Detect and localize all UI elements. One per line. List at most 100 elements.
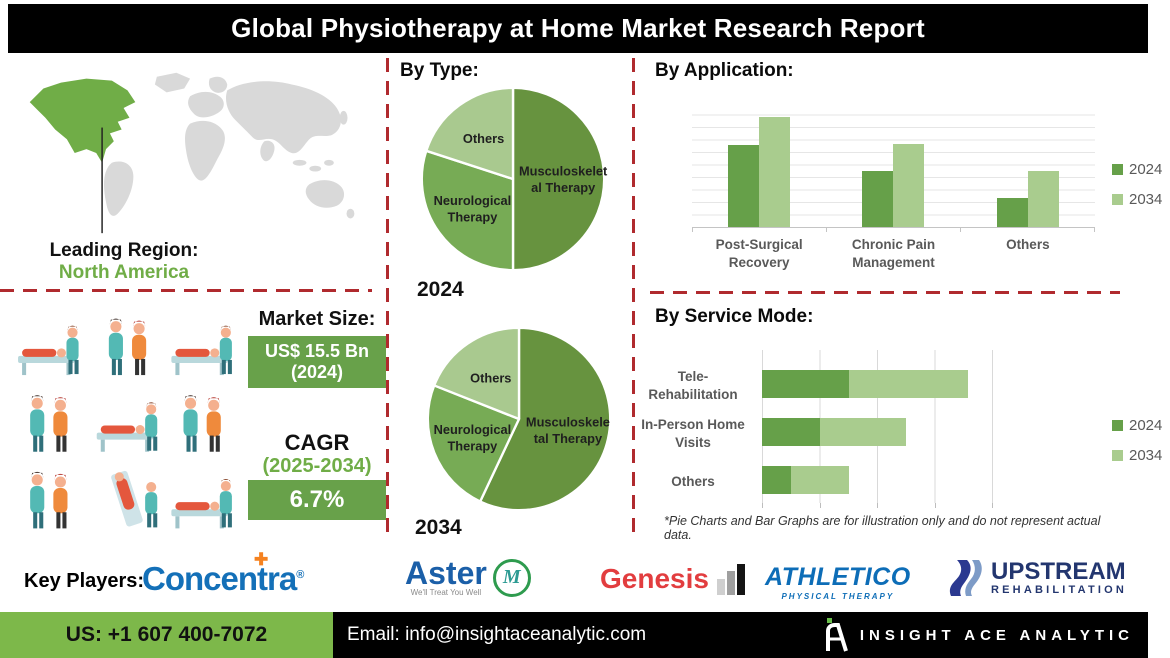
footer-brand-name: INSIGHT ACE ANALYTIC <box>859 626 1134 644</box>
bar-group-post-surgical-recovery <box>692 103 826 227</box>
application-category-labels: Post-Surgical Recovery Chronic Pain Managem… <box>692 236 1095 272</box>
footer-phone-block: US: +1 607 400-7072 <box>0 612 333 658</box>
segment-2024 <box>762 370 849 398</box>
pie-slice-neurological-therapy <box>426 384 521 503</box>
legend-label-2024: 2024 <box>1129 161 1163 178</box>
service-mode-axis-ticks <box>762 503 993 508</box>
logo-aster: Aster We'll Treat You Well M <box>405 555 531 597</box>
service-bar-in-person-home-visits <box>762 418 907 446</box>
dashed-divider-vertical-2 <box>632 58 635 538</box>
aster-emblem-icon: M <box>492 558 531 597</box>
service-category-label: Tele- Rehabilitation <box>648 369 738 402</box>
pie-slice-label: Neurological Therapy <box>434 193 512 224</box>
leading-region-value: North America <box>58 262 190 283</box>
legend-swatch-2024 <box>1112 164 1123 175</box>
cagr-label: CAGR <box>284 430 350 455</box>
dashed-divider-vertical-1 <box>386 58 389 538</box>
footer-email: Email: info@insightaceanalytic.com <box>347 624 647 645</box>
aster-tagline: We'll Treat You Well <box>410 588 482 597</box>
pie-slice-label: Neurological Therapy <box>434 422 512 453</box>
bar-2034 <box>893 143 925 227</box>
footer-email-block: Email: info@insightaceanalytic.com INSIG… <box>333 612 1148 658</box>
legend-label-2034: 2034 <box>1129 447 1163 464</box>
pie-slice-label: Others <box>463 131 504 146</box>
footer-brand: INSIGHT ACE ANALYTIC <box>824 618 1134 652</box>
logo-concentra: Concent ✚ ra® <box>142 550 304 598</box>
bar-group-chronic-pain-management <box>826 103 960 227</box>
category-label: Others <box>1006 237 1050 252</box>
service-category-label: Others <box>671 474 715 489</box>
title-bar: Global Physiotherapy at Home Market Rese… <box>8 4 1148 53</box>
category-label: Chronic Pain Management <box>851 237 936 270</box>
dashed-divider-horizontal-left <box>0 289 372 292</box>
physiotherapy-illustrations <box>18 318 232 529</box>
segment-2024 <box>762 466 791 494</box>
segment-2034 <box>790 466 849 494</box>
legend-label-2034: 2034 <box>1129 191 1163 208</box>
chart-disclaimer: *Pie Charts and Bar Graphs are for illus… <box>664 514 1101 542</box>
application-bar-chart <box>692 103 1095 228</box>
dashed-divider-horizontal-right <box>650 291 1120 294</box>
pie-year-2034: 2034 <box>415 516 462 539</box>
pie-slice-others <box>425 86 515 181</box>
concentra-plus-icon: ✚ <box>254 550 268 569</box>
by-application-title: By Application: <box>655 60 794 81</box>
legend-label-2024: 2024 <box>1129 417 1163 434</box>
leading-region: Leading Region: North America <box>24 240 224 284</box>
insight-ace-logo-icon <box>825 618 848 652</box>
by-service-mode-title: By Service Mode: <box>655 306 814 327</box>
genesis-bars-icon <box>716 563 747 595</box>
athletico-tagline: PHYSICAL THERAPY <box>781 592 895 601</box>
bar-2024 <box>996 198 1028 227</box>
logo-upstream: UPSTREAM REHABILITATION <box>945 558 1127 598</box>
pie-chart-2034: Musculoskele tal Therapy Neurological Thera… <box>424 324 614 514</box>
bar-2034 <box>1027 171 1059 227</box>
key-players-label: Key Players: <box>24 570 145 592</box>
pie-slice-musculoskeletal-therapy <box>511 86 606 272</box>
leading-region-label: Leading Region: <box>49 240 199 261</box>
upstream-wordmark: UPSTREAM <box>991 558 1126 585</box>
market-size-value: US$ 15.5 Bn <box>264 341 370 361</box>
legend-swatch-2034 <box>1112 194 1123 205</box>
legend-swatch-2024 <box>1112 420 1123 431</box>
pie-chart-2024: Musculoskelet al Therapy Neurological Thera… <box>418 84 608 274</box>
segment-2034 <box>848 370 968 398</box>
segment-2034 <box>819 418 907 446</box>
logo-genesis: Genesis <box>600 563 747 595</box>
service-bar-others <box>762 466 849 494</box>
athletico-wordmark: ATHLETICO <box>765 563 911 591</box>
cagr-period: (2025-2034) <box>262 455 372 477</box>
upstream-s-icon <box>949 560 982 596</box>
bar-2024 <box>728 145 760 227</box>
category-label: Post-Surgical Recovery <box>715 237 803 270</box>
market-size-label: Market Size: <box>258 308 376 330</box>
pie-slice-label: Others <box>470 370 511 385</box>
bar-2034 <box>759 116 791 227</box>
market-size-year: (2024) <box>290 362 344 382</box>
bar-group-others <box>961 103 1095 227</box>
segment-2024 <box>762 418 820 446</box>
pie-slice-musculoskeletal-therapy <box>478 326 612 512</box>
service-category-label: In-Person Home Visits <box>641 417 745 450</box>
application-legend: 2024 2034 <box>1112 161 1162 221</box>
upstream-tagline: REHABILITATION <box>991 584 1128 596</box>
genesis-wordmark: Genesis <box>600 563 709 594</box>
aster-wordmark: Aster <box>405 555 487 591</box>
footer-phone: US: +1 607 400-7072 <box>65 623 268 646</box>
pie-year-2024: 2024 <box>417 278 464 301</box>
page-title: Global Physiotherapy at Home Market Rese… <box>231 13 925 43</box>
concentra-wordmark: Concent ✚ ra® <box>142 550 304 597</box>
market-size-value-box: US$ 15.5 Bn (2024) <box>248 336 386 388</box>
service-mode-legend: 2024 2034 <box>1112 417 1162 477</box>
service-bar-tele-rehabilitation <box>762 370 968 398</box>
by-type-title: By Type: <box>400 60 479 81</box>
logo-athletico: ATHLETICO PHYSICAL THERAPY <box>765 563 911 601</box>
cagr-value-box: 6.7% <box>248 480 386 520</box>
north-america-highlight <box>29 78 136 163</box>
pie-slice-others <box>433 326 521 421</box>
world-map <box>29 72 355 234</box>
application-axis-ticks <box>692 228 1095 232</box>
